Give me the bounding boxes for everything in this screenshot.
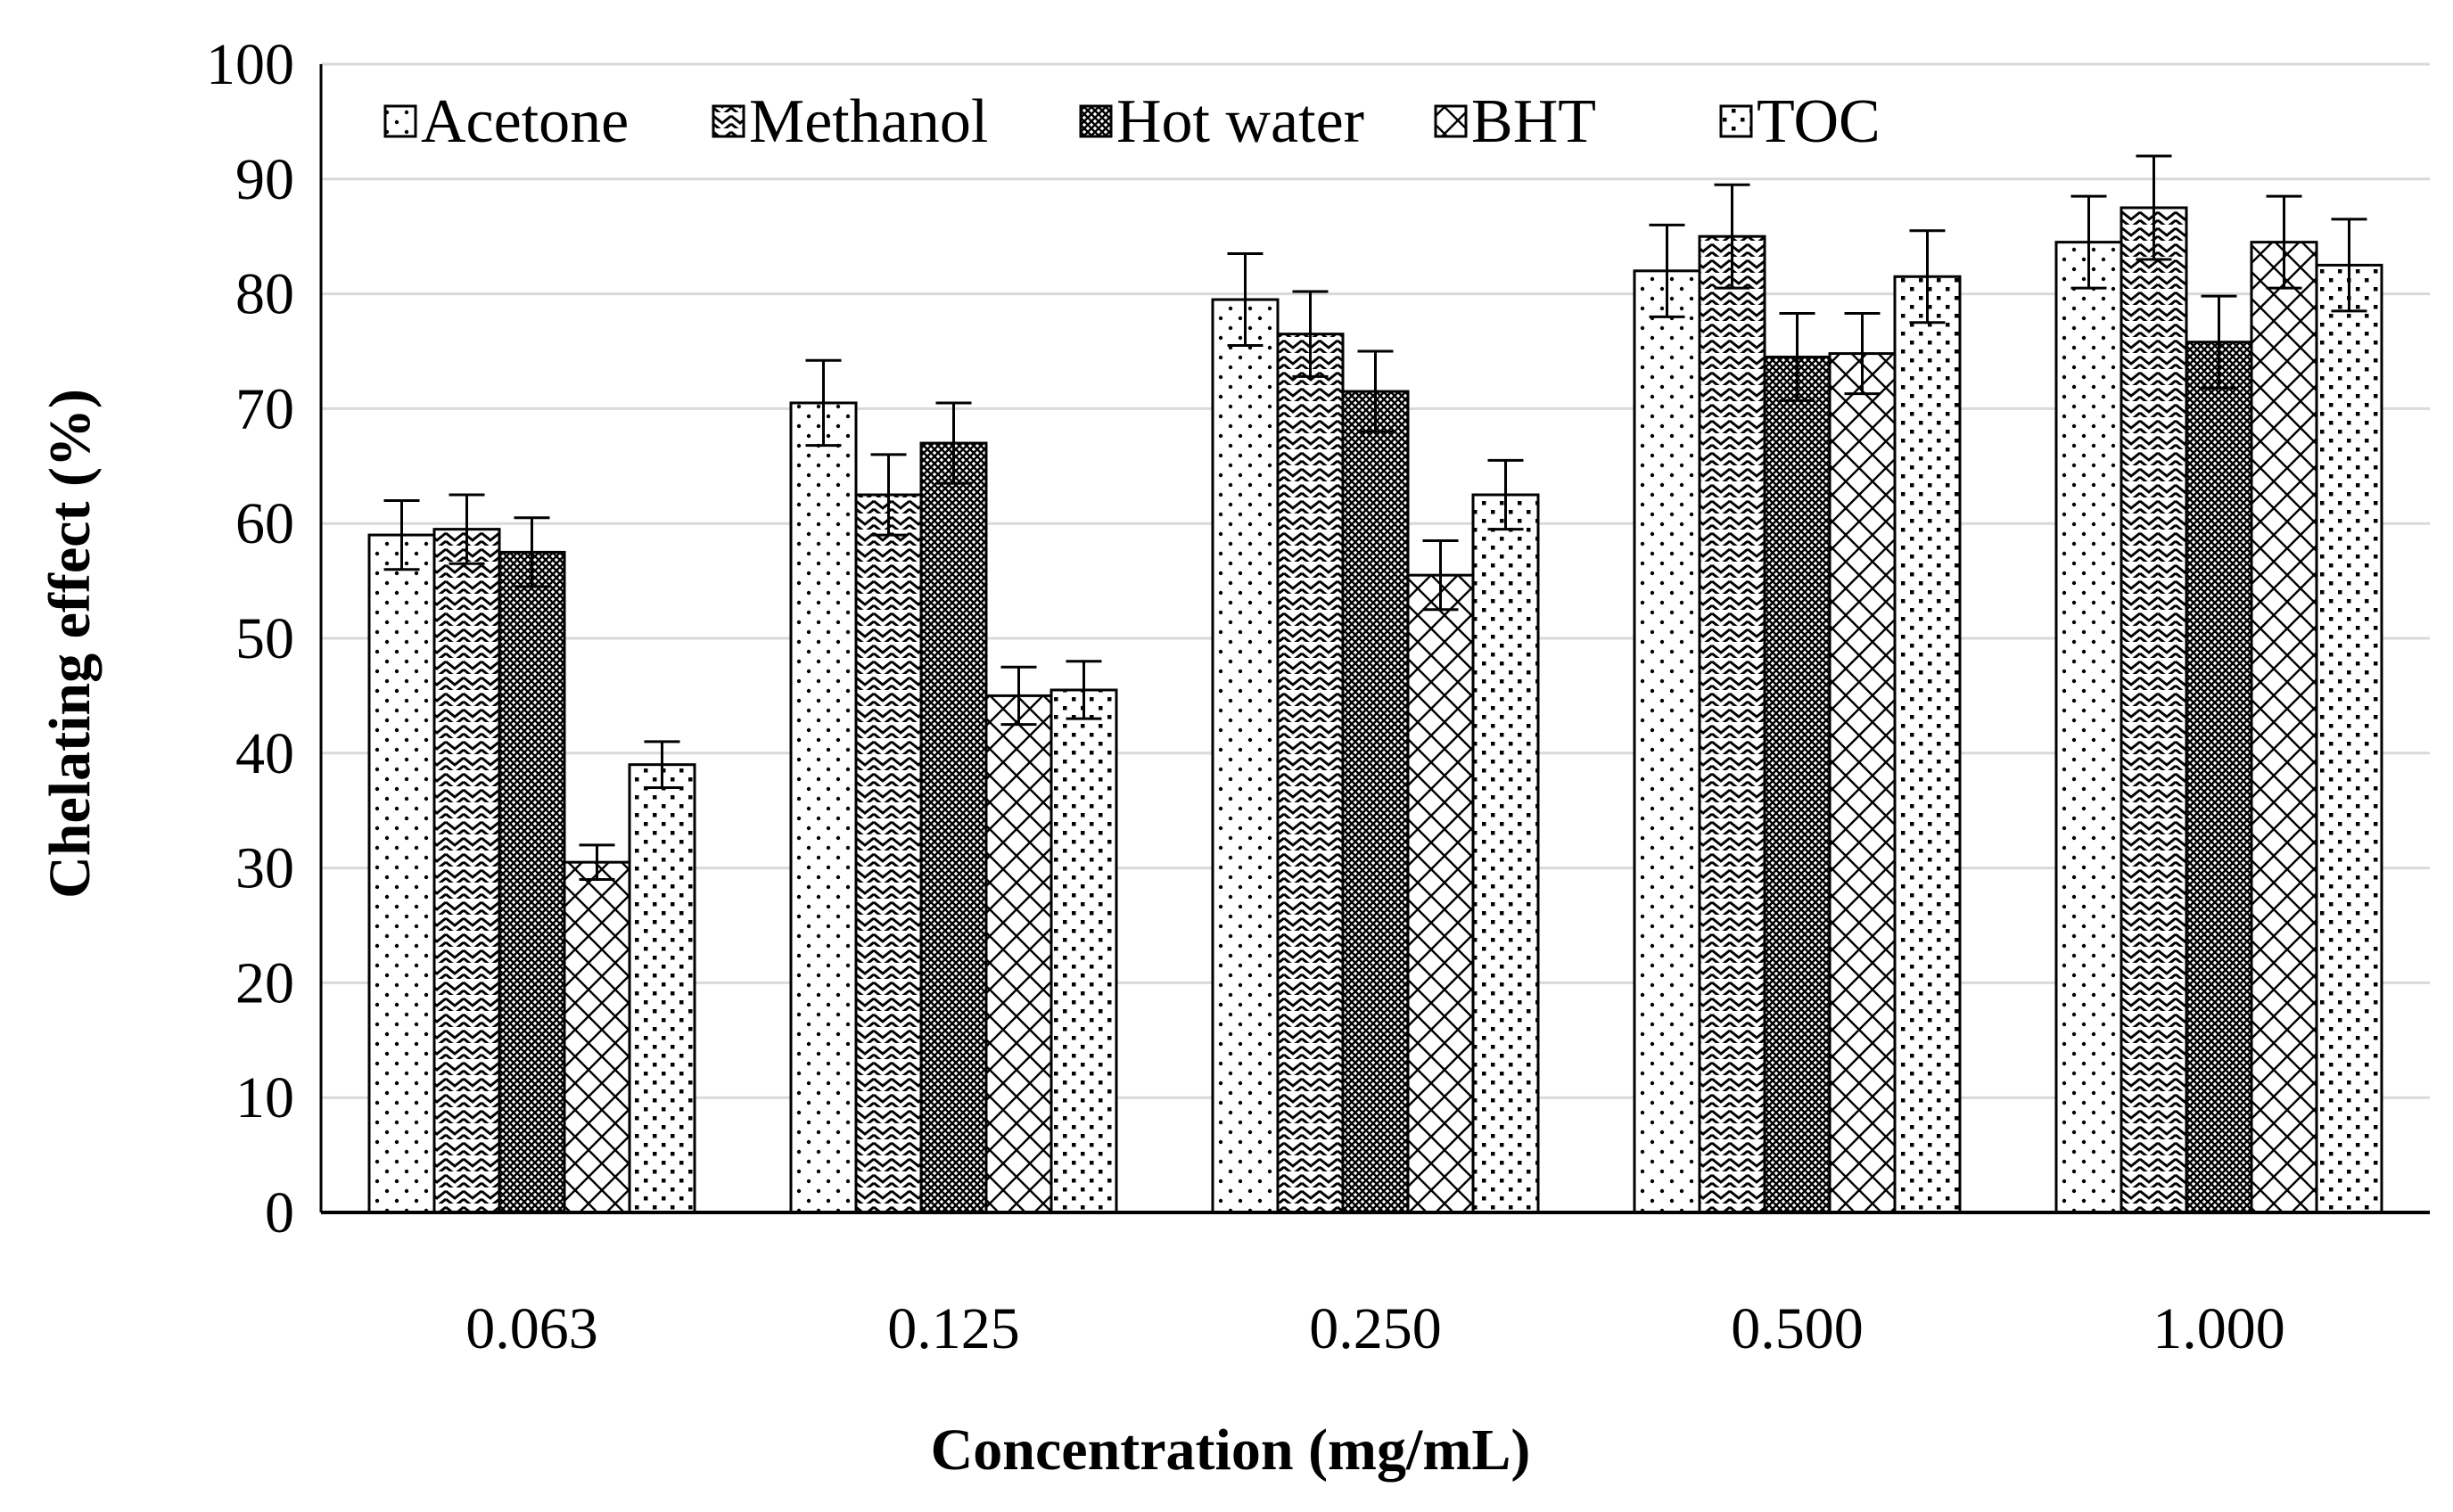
error-bar <box>805 358 842 448</box>
error-bar <box>1779 311 1815 402</box>
y-tick-label: 30 <box>235 836 294 901</box>
bar-methanol <box>1698 234 1766 1214</box>
legend-item-toc: TOC <box>1719 87 1881 156</box>
error-bar <box>2070 194 2107 290</box>
bar-bht <box>1406 573 1475 1214</box>
legend: Acetone Methanol Hot water BHT TOC <box>383 87 1881 156</box>
error-bar <box>2331 218 2367 313</box>
legend-item-bht: BHT <box>1434 87 1596 156</box>
x-tick-label: 1.000 <box>2153 1296 2285 1361</box>
bar-hot-water <box>1763 355 1832 1214</box>
legend-swatch <box>1434 104 1468 138</box>
error-bar <box>935 401 972 485</box>
error-bar <box>1487 458 1524 531</box>
bar-acetone <box>2054 241 2123 1214</box>
x-tick-labels: 0.063 0.125 0.250 0.500 1.000 <box>465 1296 2285 1361</box>
error-bar <box>1066 660 1102 720</box>
y-tick-label: 20 <box>235 950 294 1015</box>
bar-methanol <box>1276 333 1345 1214</box>
error-bar <box>870 453 907 537</box>
x-tick-label: 0.500 <box>1731 1296 1864 1361</box>
error-bar <box>644 740 680 789</box>
error-bar <box>1227 252 1264 348</box>
x-axis-title: Concentration (mg/mL) <box>931 1418 1531 1483</box>
legend-label: TOC <box>1757 87 1881 156</box>
legend-item-methanol: Methanol <box>712 87 988 156</box>
legend-label: Hot water <box>1116 87 1364 156</box>
y-tick-label: 40 <box>235 721 294 786</box>
legend-swatch <box>1079 104 1113 138</box>
y-tick-label: 10 <box>235 1065 294 1130</box>
error-bar <box>514 516 550 588</box>
y-tick-label: 70 <box>235 376 294 441</box>
bar-acetone <box>367 533 436 1214</box>
error-bar <box>2136 154 2172 261</box>
bar-bht <box>563 860 631 1214</box>
bar-methanol <box>2120 206 2188 1214</box>
error-bars <box>383 154 2367 881</box>
x-tick-label: 0.125 <box>887 1296 1020 1361</box>
error-bar <box>2266 194 2302 290</box>
error-bar <box>1292 290 1329 378</box>
error-bar <box>1909 229 1946 325</box>
error-bar <box>579 843 615 881</box>
axes <box>319 64 2430 1214</box>
y-tick-label: 0 <box>265 1180 294 1245</box>
bar-toc <box>1471 493 1540 1214</box>
bar-acetone <box>789 401 858 1214</box>
bar-methanol <box>432 528 501 1214</box>
bar-toc <box>628 763 696 1214</box>
legend-swatch <box>383 104 417 138</box>
legend-swatch <box>712 104 745 138</box>
y-tick-label: 100 <box>206 32 294 97</box>
bar-acetone <box>1633 269 1701 1214</box>
error-bar <box>1000 665 1037 727</box>
bar-toc <box>1050 688 1118 1214</box>
y-tick-label: 80 <box>235 262 294 327</box>
bar-bht <box>2250 241 2318 1214</box>
y-tick-label: 90 <box>235 147 294 212</box>
legend-swatch <box>1719 104 1753 138</box>
bar-bht <box>1828 352 1897 1214</box>
legend-label: Acetone <box>421 87 629 156</box>
bar-hot-water <box>2185 341 2253 1214</box>
error-bar <box>1844 311 1881 396</box>
legend-label: BHT <box>1471 87 1596 156</box>
error-bar <box>2201 294 2237 390</box>
error-bar <box>1649 223 1685 318</box>
legend-item-hot-water: Hot water <box>1079 87 1364 156</box>
y-tick-label: 60 <box>235 491 294 556</box>
bar-toc <box>2315 263 2383 1214</box>
y-axis-title: Chelating effect (%) <box>37 389 103 899</box>
bar-methanol <box>854 493 923 1214</box>
bar-acetone <box>1211 298 1280 1214</box>
error-bar <box>1714 183 1750 290</box>
bar-toc <box>1893 275 1962 1214</box>
x-tick-label: 0.250 <box>1309 1296 1442 1361</box>
bar-hot-water <box>498 550 566 1214</box>
bar-hot-water <box>1341 390 1410 1214</box>
error-bar <box>1357 349 1394 433</box>
x-tick-label: 0.063 <box>465 1296 598 1361</box>
y-tick-label: 50 <box>235 606 294 671</box>
error-bar <box>383 498 420 571</box>
legend-label: Methanol <box>749 87 988 156</box>
bar-bht <box>984 694 1053 1214</box>
error-bar <box>449 493 485 565</box>
bar-hot-water <box>919 441 988 1214</box>
error-bar <box>1422 539 1459 612</box>
y-tick-labels: 0 10 20 30 40 50 60 70 80 90 100 <box>206 32 294 1245</box>
legend-item-acetone: Acetone <box>383 87 629 156</box>
